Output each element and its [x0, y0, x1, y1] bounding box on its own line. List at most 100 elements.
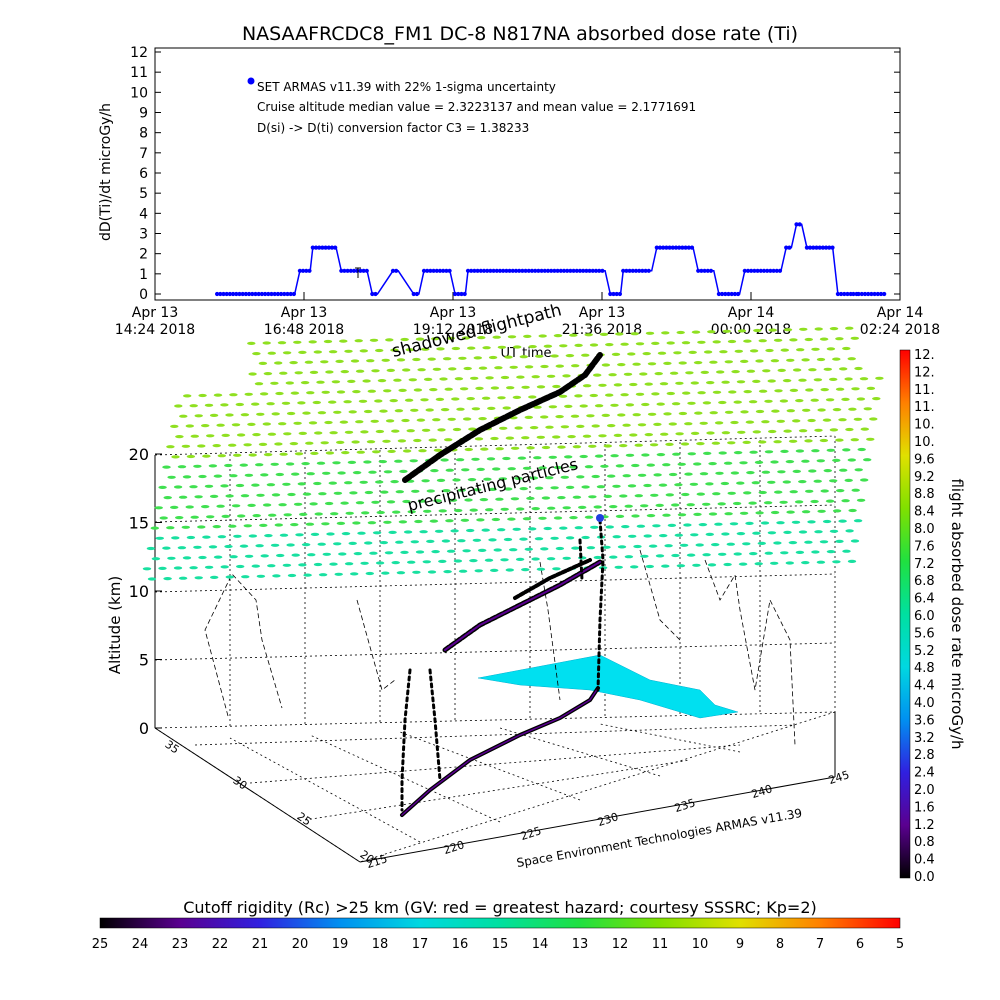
shell-cell [248, 453, 257, 457]
series-point [414, 291, 419, 297]
shell-cell [360, 430, 369, 434]
shell-cell [431, 550, 440, 554]
shell-cell [832, 357, 841, 361]
shell-cell [671, 402, 681, 406]
time-series-x-label: UT time [501, 346, 552, 361]
shell-cell [476, 518, 485, 522]
shell-cell [727, 441, 736, 445]
shell-cell [410, 408, 419, 412]
shell-cell [685, 371, 694, 375]
shell-cell [722, 329, 731, 333]
series-point [708, 268, 714, 273]
shell-cell [534, 537, 544, 541]
shell-cell [396, 571, 406, 575]
shell-cell [507, 517, 516, 521]
shell-cell [263, 372, 273, 376]
shell-cell [658, 483, 668, 487]
shell-cell [310, 451, 319, 455]
altitude-tick-label: 20 [129, 445, 149, 464]
shell-cell [374, 399, 383, 403]
shell-cell [441, 539, 451, 543]
shell-cell [780, 551, 789, 555]
shell-cell [237, 514, 246, 518]
shell-cell [593, 373, 602, 377]
series-point [565, 268, 570, 273]
y-tick-label: 4 [139, 206, 148, 222]
shell-cell [609, 555, 618, 559]
shell-cell [328, 350, 338, 354]
shell-cell [807, 520, 816, 524]
shell-cell [738, 562, 748, 566]
shell-cell [792, 368, 802, 372]
shell-cell [572, 445, 582, 449]
shell-cell [531, 507, 540, 511]
shell-cell [490, 436, 499, 441]
shell-cell [216, 423, 225, 427]
shell-cell [479, 498, 489, 502]
dose-colorbar-tick-label: 0.0 [914, 870, 935, 885]
shell-cell [851, 387, 860, 391]
shell-cell [854, 366, 863, 371]
shell-cell [469, 559, 478, 563]
shell-cell [458, 356, 467, 360]
series-point [787, 245, 792, 250]
series-point [320, 245, 325, 250]
shell-cell [516, 507, 525, 511]
series-line [217, 223, 885, 295]
shell-cell [204, 484, 214, 488]
shell-cell [645, 564, 654, 569]
shell-cell [540, 415, 549, 419]
shell-cell [582, 434, 592, 438]
shell-cell [267, 564, 276, 568]
shell-cell [643, 534, 652, 538]
shell-cell [863, 458, 872, 462]
shell-cell [352, 390, 361, 394]
shell-cell [381, 358, 390, 362]
shell-cell [805, 388, 814, 392]
rigidity-bar-tick-label: 25 [92, 937, 109, 952]
series-point [394, 268, 399, 273]
altitude-label: Altitude (km) [106, 576, 124, 674]
altitude-tick-label: 0 [139, 719, 149, 738]
shell-cell [668, 422, 677, 426]
time-series-y-label: dD(Ti)/dt microGy/h [98, 103, 114, 241]
shell-cell [543, 526, 552, 531]
shell-cell [660, 432, 669, 436]
shell-cell [478, 548, 487, 553]
shell-cell [560, 475, 569, 479]
shell-cell [220, 484, 229, 488]
shell-cell [421, 428, 431, 432]
shell-cell [314, 512, 323, 516]
shell-cell [208, 464, 218, 468]
rigidity-bar-tick-label: 13 [572, 937, 589, 952]
dose-colorbar-tick-label: 7.6 [914, 539, 935, 554]
shell-cell [707, 563, 717, 567]
shell-cell [712, 340, 721, 344]
shell-cell [298, 563, 307, 567]
shell-cell [531, 375, 540, 379]
shell-cell [624, 555, 634, 559]
dose-colorbar-tick-label: 4.0 [914, 696, 935, 711]
shell-cell [206, 434, 215, 438]
shell-cell [453, 559, 463, 563]
shell-cell [810, 398, 819, 402]
shell-cell [804, 439, 813, 443]
series-point [878, 291, 884, 297]
dose-colorbar-tick-label: 3.6 [914, 713, 935, 728]
shell-cell [366, 359, 375, 363]
shell-cell [380, 490, 389, 494]
shell-cell [266, 483, 276, 487]
shell-cell [650, 493, 659, 497]
shell-cell [596, 485, 606, 489]
shell-cell [436, 478, 446, 482]
series-point [827, 245, 832, 250]
dose-colorbar-tick-label: 6.0 [914, 609, 935, 624]
annotation-conversion-factor: D(si) -> D(ti) conversion factor C3 = 1.… [257, 121, 529, 135]
flightpath-3d-panel: 0 5 10 15 20 Altitude (km) 20 25 30 35 215 220 22… [106, 300, 884, 871]
flight-path-floor [400, 686, 600, 817]
series-point [745, 268, 751, 273]
series-point [667, 245, 672, 250]
series-point [758, 268, 763, 273]
shell-cell [492, 335, 501, 339]
shell-cell [243, 524, 252, 528]
